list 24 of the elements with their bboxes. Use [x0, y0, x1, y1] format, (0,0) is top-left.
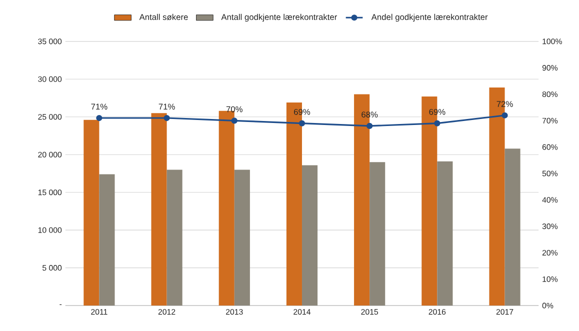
legend-label: Antall søkere [139, 14, 188, 20]
bar [99, 174, 115, 306]
point [164, 114, 170, 121]
bar [234, 170, 250, 306]
bar [370, 162, 386, 306]
point [434, 120, 440, 126]
point [502, 112, 508, 118]
legend-label: Antall godkjente lærekontrakter [221, 14, 338, 22]
point [366, 122, 373, 129]
data-label: 71% [91, 104, 108, 110]
data-label: 70% [226, 106, 242, 112]
point [231, 117, 238, 124]
bar [151, 112, 167, 306]
data-label: 69% [294, 108, 310, 115]
bar [302, 165, 318, 306]
bar [504, 148, 520, 306]
bar [166, 170, 182, 306]
legend-label: Andel godkjente lærekontrakter [371, 14, 488, 22]
point [298, 120, 306, 126]
point [96, 114, 102, 121]
bar [218, 110, 234, 306]
bar [84, 120, 100, 306]
data-label: 71% [158, 104, 175, 110]
bar [437, 161, 453, 306]
